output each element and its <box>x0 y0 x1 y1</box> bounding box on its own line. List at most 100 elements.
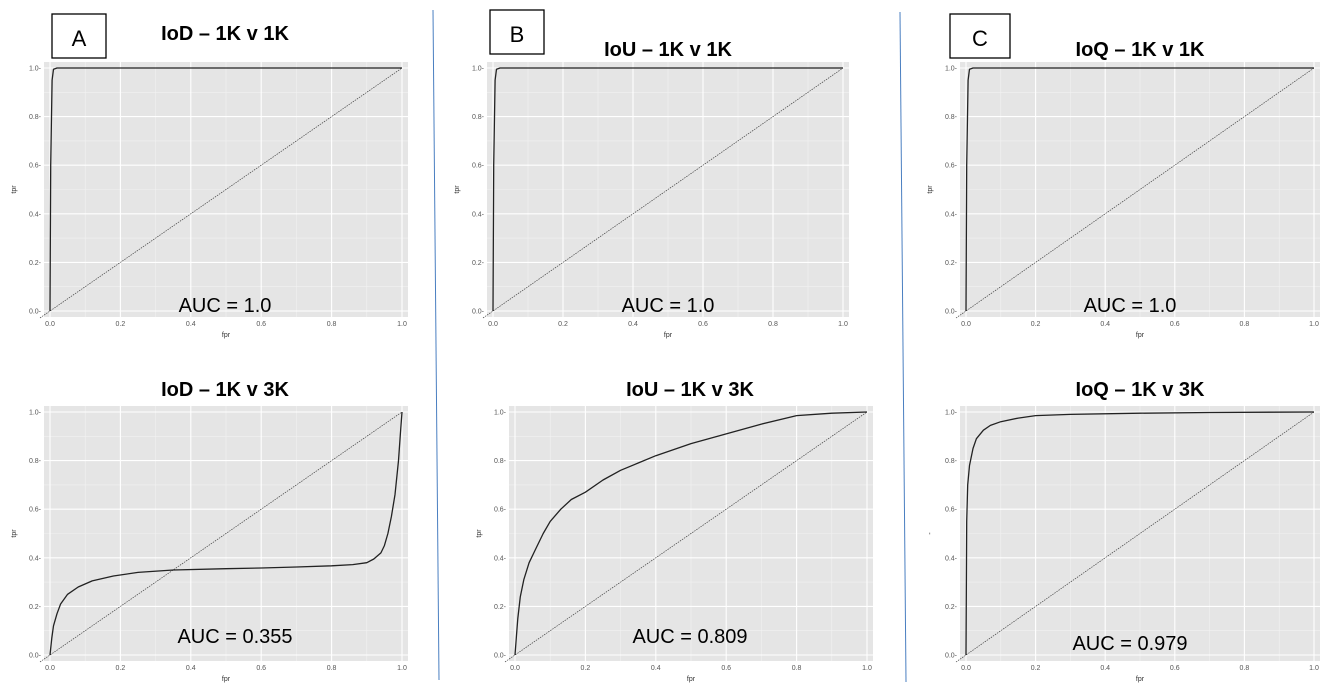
column-divider-left <box>432 9 440 681</box>
x-tick-label: 0.8 <box>768 321 778 328</box>
x-axis-label: fpr <box>222 332 231 339</box>
column-divider-right <box>899 11 907 683</box>
chart-iou-1k-v-3k: IoU – 1K v 3K 0.0 0.2 0.4 0.6 0.8 1.0 0.0- 0.2- 0… <box>476 379 873 683</box>
chart-title: IoQ – 1K v 3K <box>1076 379 1205 401</box>
auc-annotation: AUC = 0.355 <box>177 626 292 648</box>
y-tick-label: 0.8- <box>29 114 42 121</box>
x-tick-label: 0.6 <box>1170 321 1180 328</box>
x-tick-label: 0.4 <box>1100 665 1110 672</box>
reference-diagonal <box>955 67 1315 319</box>
roc-curve <box>965 67 1314 312</box>
x-tick-label: 0.4 <box>1100 321 1110 328</box>
roc-curve <box>492 67 843 312</box>
y-axis-label: tpr <box>11 185 18 194</box>
x-tick-label: 0.2 <box>558 321 568 328</box>
y-tick-label: 1.0- <box>494 410 507 417</box>
x-tick-label: 0.4 <box>186 665 196 672</box>
auc-annotation: AUC = 0.979 <box>1072 633 1187 655</box>
y-axis-label: tpr <box>11 529 18 538</box>
auc-annotation: AUC = 1.0 <box>179 295 272 317</box>
x-tick-label: 0.6 <box>256 665 266 672</box>
y-tick-label: 0.4- <box>472 211 485 218</box>
reference-diagonal <box>504 411 868 663</box>
x-tick-label: 0.2 <box>581 665 591 672</box>
y-tick-label: 1.0- <box>945 66 958 73</box>
y-tick-label: 0.0- <box>945 653 958 660</box>
y-tick-label: 0.0- <box>29 653 42 660</box>
y-tick-label: 0.2- <box>494 604 507 611</box>
x-tick-label: 0.0 <box>488 321 498 328</box>
x-tick-label: 0.8 <box>327 321 337 328</box>
chart-ioq-1k-v-3k: IoQ – 1K v 3K 0.0 0.2 0.4 0.6 0.8 1.0 0.0- 0.2- 0… <box>927 379 1320 683</box>
y-tick-label: 0.2- <box>29 260 42 267</box>
roc-curve <box>49 411 403 656</box>
y-tick-label: 0.8- <box>472 114 485 121</box>
chart-title: IoD – 1K v 1K <box>161 23 289 45</box>
chart-iod-1k-v-3k: IoD – 1K v 3K 0.0 0.2 0.4 0.6 0.8 1.0 0.0- 0.2- 0… <box>11 379 408 683</box>
x-tick-label: 0.2 <box>116 321 126 328</box>
x-tick-label: 0.2 <box>1031 665 1041 672</box>
panel-label-c: C <box>972 26 988 51</box>
y-tick-label: 0.6- <box>945 163 958 170</box>
y-tick-label: 0.0- <box>945 309 958 316</box>
y-tick-label: 0.8- <box>945 458 958 465</box>
y-tick-label: 0.8- <box>494 458 507 465</box>
y-axis-label: tpr <box>476 529 483 538</box>
y-tick-label: 0.0- <box>494 653 507 660</box>
panel-label-box-b: B <box>489 9 545 55</box>
x-axis-label: fpr <box>664 332 673 339</box>
x-tick-label: 0.8 <box>1240 665 1250 672</box>
x-axis-label: fpr <box>1136 332 1145 339</box>
x-tick-label: 0.8 <box>1240 321 1250 328</box>
x-tick-label: 1.0 <box>862 665 872 672</box>
y-tick-label: 0.2- <box>945 260 958 267</box>
roc-curve <box>49 67 402 312</box>
x-tick-label: 0.0 <box>510 665 520 672</box>
y-tick-label: 0.6- <box>945 507 958 514</box>
x-tick-label: 0.8 <box>327 665 337 672</box>
y-tick-label: 0.2- <box>472 260 485 267</box>
x-axis-label: fpr <box>1136 676 1145 683</box>
reference-diagonal <box>955 411 1315 663</box>
x-tick-label: 0.6 <box>256 321 266 328</box>
x-tick-label: 0.4 <box>186 321 196 328</box>
x-tick-label: 1.0 <box>397 321 407 328</box>
y-tick-label: 0.0- <box>472 309 485 316</box>
auc-annotation: AUC = 1.0 <box>1084 295 1177 317</box>
y-tick-label: 0.6- <box>29 507 42 514</box>
x-tick-label: 1.0 <box>397 665 407 672</box>
chart-title: IoU – 1K v 1K <box>604 39 732 61</box>
chart-iod-1k-v-1k: IoD – 1K v 1K 0.0 0.2 0.4 0.6 0.8 1.0 0.0- 0.2- 0… <box>11 23 408 339</box>
panel-label-box-c: C <box>949 13 1011 59</box>
chart-title: IoD – 1K v 3K <box>161 379 289 401</box>
panel-label-b: B <box>510 22 525 47</box>
x-tick-label: 0.6 <box>698 321 708 328</box>
roc-curve <box>965 411 1315 656</box>
chart-iou-1k-v-1k: IoU – 1K v 1K 0.0 0.2 0.4 0.6 0.8 1.0 0.0- 0.2- 0… <box>454 39 849 339</box>
y-tick-label: 0.4- <box>29 555 42 562</box>
x-tick-label: 0.0 <box>961 321 971 328</box>
chart-title: IoQ – 1K v 1K <box>1076 39 1205 61</box>
x-tick-label: 0.6 <box>721 665 731 672</box>
roc-curve <box>514 411 868 656</box>
y-axis-label: tpr <box>454 185 461 194</box>
reference-diagonal <box>39 67 403 319</box>
y-tick-label: 1.0- <box>29 66 42 73</box>
x-tick-label: 0.2 <box>116 665 126 672</box>
x-tick-label: 0.0 <box>961 665 971 672</box>
y-tick-label: 0.4- <box>945 555 958 562</box>
y-tick-label: 0.6- <box>472 163 485 170</box>
x-tick-label: 1.0 <box>1309 665 1319 672</box>
y-tick-label: 0.0- <box>29 309 42 316</box>
x-tick-label: 1.0 <box>1309 321 1319 328</box>
y-tick-label: 0.8- <box>945 114 958 121</box>
x-tick-label: 0.2 <box>1031 321 1041 328</box>
x-tick-label: 1.0 <box>838 321 848 328</box>
x-axis-label: fpr <box>222 676 231 683</box>
reference-diagonal <box>482 67 844 319</box>
y-tick-label: 0.4- <box>945 211 958 218</box>
panel-label-box-a: A <box>51 13 107 59</box>
y-tick-label: 1.0- <box>945 410 958 417</box>
x-tick-label: 0.8 <box>792 665 802 672</box>
